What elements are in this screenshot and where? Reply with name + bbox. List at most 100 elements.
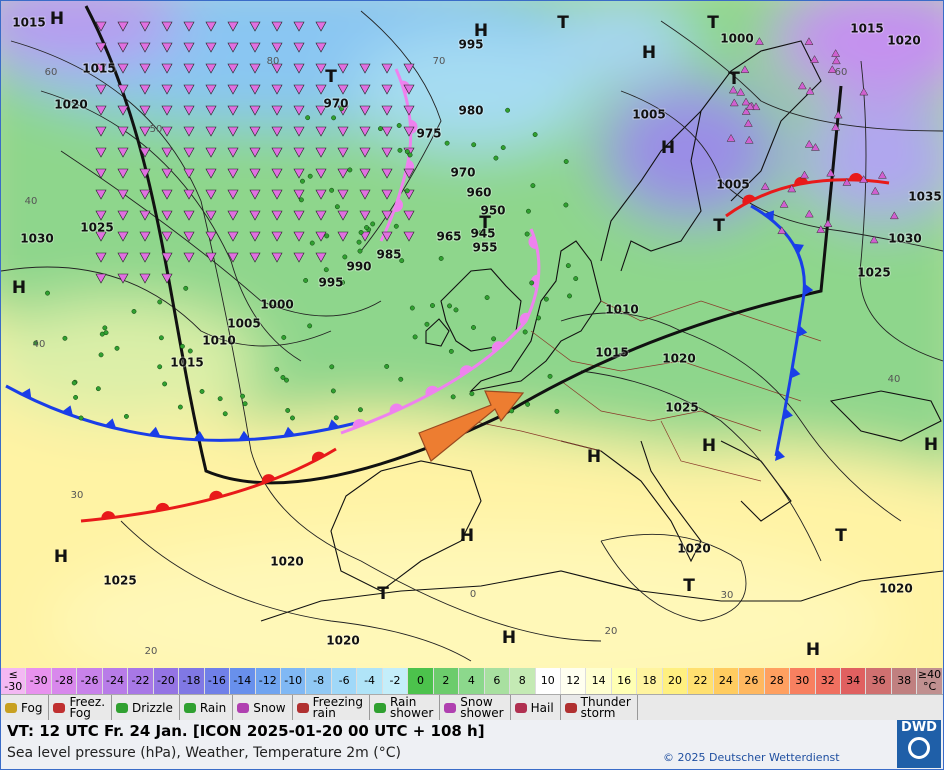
grid-label: 70 — [433, 56, 446, 67]
front-semicircle — [261, 474, 276, 484]
pressure-center: H — [474, 21, 488, 41]
pressure-center: T — [728, 69, 740, 89]
pressure-label: 1000 — [720, 32, 753, 46]
front-triangle — [61, 405, 74, 416]
snow-shower-symbol — [183, 252, 195, 263]
snow-symbol — [728, 85, 738, 94]
snow-symbol — [869, 235, 879, 244]
snow-shower-symbol — [139, 168, 151, 179]
snow-shower-symbol — [227, 210, 239, 221]
rain-symbol — [393, 223, 399, 229]
legend-icon — [183, 703, 196, 713]
rain-symbol — [342, 254, 348, 260]
front-symbol — [425, 385, 439, 397]
rain-symbol — [222, 411, 228, 417]
snow-shower-symbol — [315, 21, 327, 32]
snow-shower-symbol — [139, 273, 151, 284]
snow-shower-symbol — [293, 42, 305, 53]
snow-shower-symbol — [337, 63, 349, 74]
rain-symbol — [329, 364, 335, 370]
snow-shower-symbol — [403, 105, 415, 116]
front-symbol — [491, 341, 505, 353]
front-symbol — [519, 312, 530, 327]
snow-shower-symbol — [271, 126, 283, 137]
pressure-center: T — [557, 13, 569, 33]
scale-cell: 12 — [560, 668, 587, 694]
pressure-label: 970 — [323, 97, 348, 111]
rain-symbol — [450, 394, 456, 400]
legend-icon — [237, 703, 250, 713]
snow-shower-symbol — [271, 168, 283, 179]
snow-shower-symbol — [249, 252, 261, 263]
rain-symbol — [334, 204, 340, 210]
rain-symbol — [158, 335, 164, 341]
scale-cell: -6 — [331, 668, 358, 694]
snow-shower-symbol — [183, 168, 195, 179]
front-symbol — [393, 198, 403, 213]
pressure-label: 975 — [416, 127, 441, 141]
weather-symbols — [33, 21, 899, 421]
rain-symbol — [529, 280, 535, 286]
front-triangle — [783, 408, 793, 420]
snow-symbol — [736, 87, 746, 96]
rain-symbol — [563, 159, 569, 164]
rain-symbol — [242, 401, 248, 407]
legend-item: Fog — [1, 695, 50, 721]
snow-shower-symbol — [183, 126, 195, 137]
snow-shower-symbol — [381, 210, 393, 221]
snow-symbol — [743, 119, 753, 127]
pressure-center: H — [12, 278, 26, 298]
snow-shower-symbol — [315, 252, 327, 263]
scale-cell: 16 — [611, 668, 638, 694]
snow-shower-symbol — [381, 63, 393, 74]
snow-shower-symbol — [249, 105, 261, 116]
snow-shower-symbol — [403, 231, 415, 242]
snow-shower-symbol — [117, 252, 129, 263]
legend-icon — [5, 703, 17, 713]
front-symbol — [459, 365, 473, 377]
scale-cell: -8 — [306, 668, 332, 694]
snow-shower-symbol — [161, 84, 173, 95]
rain-symbol — [430, 303, 435, 308]
snow-shower-symbol — [249, 147, 261, 158]
scale-cell: -16 — [204, 668, 231, 694]
rain-symbol — [157, 364, 163, 370]
front-semicircle — [491, 341, 505, 353]
legend-label: Fog — [21, 700, 43, 715]
snow-shower-symbol — [249, 126, 261, 137]
snow-shower-symbol — [205, 231, 217, 242]
snow-shower-symbol — [359, 105, 371, 116]
pressure-label: 1025 — [80, 221, 113, 235]
snow-shower-symbol — [183, 42, 195, 53]
snow-symbol — [777, 226, 787, 235]
pressure-label: 1010 — [605, 303, 638, 317]
snow-shower-symbol — [95, 42, 107, 53]
snow-shower-symbol — [183, 147, 195, 158]
scale-cell: 4 — [459, 668, 485, 694]
snow-shower-symbol — [183, 189, 195, 200]
front-triangle — [148, 426, 161, 437]
scale-cell: 24 — [713, 668, 740, 694]
logo-text: DWD — [901, 720, 937, 735]
pressure-center: H — [661, 138, 675, 158]
legend-item: Rain — [180, 695, 234, 721]
snow-shower-symbol — [249, 42, 261, 53]
grid-label: 80 — [267, 56, 280, 67]
temperature-field — [1, 1, 943, 668]
rain-symbol — [177, 404, 183, 410]
rain-symbol — [543, 296, 549, 302]
snow-symbol — [741, 107, 751, 115]
snow-shower-symbol — [315, 189, 327, 200]
grid-label: 0 — [470, 589, 476, 600]
snow-symbol — [833, 110, 843, 119]
rain-symbol — [530, 183, 536, 189]
rain-symbol — [409, 305, 415, 311]
snow-symbol — [805, 86, 815, 95]
rain-symbol — [471, 142, 477, 148]
scale-cell: -4 — [357, 668, 383, 694]
scale-cell: 38 — [891, 668, 918, 694]
pressure-label: 1020 — [270, 555, 303, 569]
scale-cell: 28 — [764, 668, 791, 694]
front-symbol — [849, 172, 863, 181]
snow-shower-symbol — [381, 231, 393, 242]
